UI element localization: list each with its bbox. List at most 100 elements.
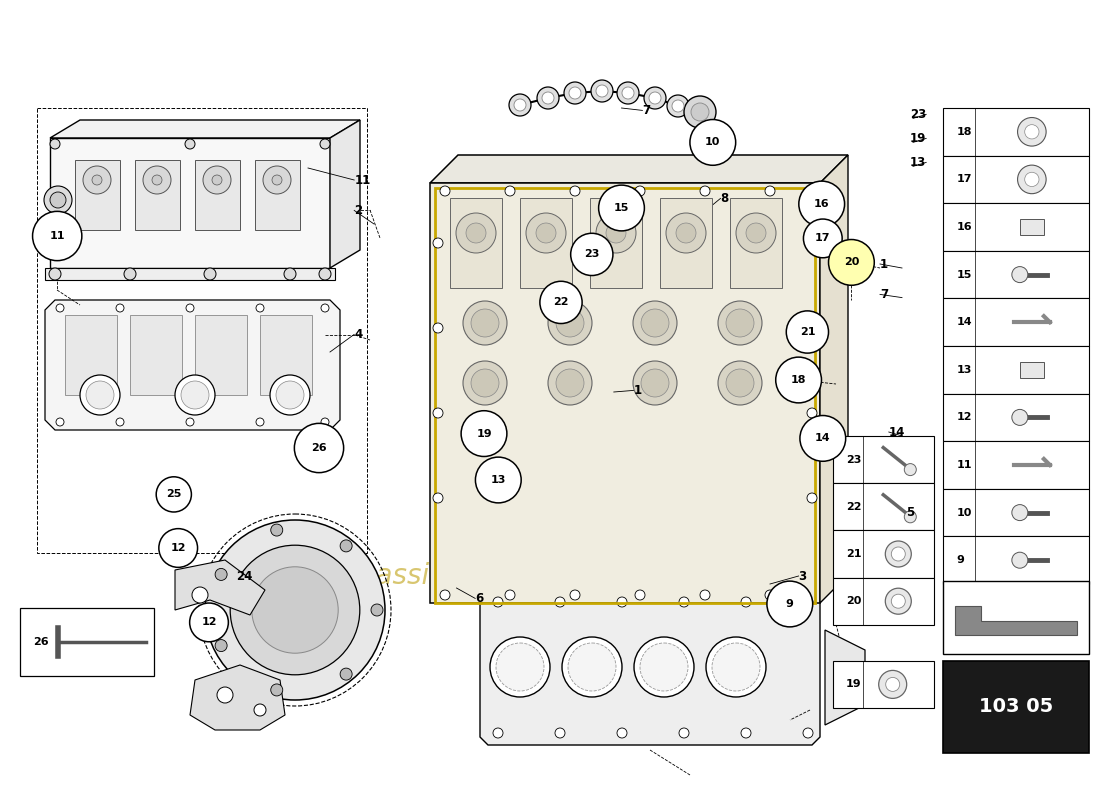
Circle shape <box>617 82 639 104</box>
Circle shape <box>182 381 209 409</box>
Text: 14: 14 <box>815 434 830 443</box>
Circle shape <box>649 92 661 104</box>
Circle shape <box>526 213 566 253</box>
Text: 5: 5 <box>906 506 915 518</box>
Circle shape <box>204 166 231 194</box>
Text: 18: 18 <box>791 375 806 385</box>
Bar <box>943 581 1089 654</box>
Polygon shape <box>955 606 1077 635</box>
Circle shape <box>216 639 227 651</box>
Circle shape <box>536 223 556 243</box>
Circle shape <box>741 597 751 607</box>
Bar <box>833 530 934 578</box>
Circle shape <box>124 268 136 280</box>
Text: 12: 12 <box>957 413 972 422</box>
Bar <box>943 441 1089 489</box>
Polygon shape <box>330 120 360 268</box>
Bar <box>75 160 120 230</box>
Circle shape <box>807 323 817 333</box>
Circle shape <box>1012 266 1027 282</box>
Circle shape <box>514 99 526 111</box>
Circle shape <box>158 529 198 567</box>
Circle shape <box>886 541 911 567</box>
Circle shape <box>690 119 736 166</box>
Circle shape <box>635 186 645 196</box>
Text: 13: 13 <box>910 156 926 169</box>
Text: 16: 16 <box>814 199 829 209</box>
Circle shape <box>152 175 162 185</box>
Text: 2: 2 <box>354 204 362 217</box>
Circle shape <box>1012 505 1027 521</box>
Bar <box>943 394 1089 441</box>
Circle shape <box>433 408 443 418</box>
Text: 15: 15 <box>614 203 629 213</box>
Bar <box>660 198 712 288</box>
Circle shape <box>189 603 229 642</box>
Circle shape <box>767 581 813 627</box>
Circle shape <box>684 96 716 128</box>
Circle shape <box>185 139 195 149</box>
Circle shape <box>496 643 544 691</box>
Circle shape <box>1018 118 1046 146</box>
Circle shape <box>272 175 282 185</box>
Circle shape <box>320 139 330 149</box>
Bar <box>943 536 1089 584</box>
Text: 23: 23 <box>584 250 600 259</box>
Circle shape <box>736 213 776 253</box>
Text: 11: 11 <box>50 231 65 241</box>
Text: 9: 9 <box>785 599 794 609</box>
Circle shape <box>621 87 634 99</box>
Circle shape <box>562 637 622 697</box>
Circle shape <box>252 566 338 653</box>
Polygon shape <box>50 120 360 138</box>
Text: 21: 21 <box>846 549 861 559</box>
Circle shape <box>569 87 581 99</box>
Circle shape <box>679 728 689 738</box>
Circle shape <box>433 493 443 503</box>
Circle shape <box>1012 410 1027 426</box>
Text: 12: 12 <box>201 618 217 627</box>
Circle shape <box>456 213 496 253</box>
Circle shape <box>564 82 586 104</box>
Text: 10: 10 <box>705 138 720 147</box>
Bar <box>20 608 154 676</box>
Circle shape <box>56 304 64 312</box>
Circle shape <box>644 87 666 109</box>
Circle shape <box>807 238 817 248</box>
Circle shape <box>509 94 531 116</box>
Circle shape <box>904 464 916 475</box>
Circle shape <box>700 590 710 600</box>
Circle shape <box>433 238 443 248</box>
Circle shape <box>463 361 507 405</box>
Polygon shape <box>430 155 848 183</box>
Circle shape <box>632 361 676 405</box>
Polygon shape <box>480 590 820 745</box>
Circle shape <box>50 139 60 149</box>
Text: 13: 13 <box>957 365 972 374</box>
Circle shape <box>217 687 233 703</box>
Polygon shape <box>820 155 848 603</box>
Circle shape <box>192 587 208 603</box>
Circle shape <box>672 100 684 112</box>
Circle shape <box>556 309 584 337</box>
Circle shape <box>904 511 916 523</box>
Circle shape <box>556 728 565 738</box>
Circle shape <box>800 415 846 462</box>
Circle shape <box>556 597 565 607</box>
Text: 25: 25 <box>166 490 182 499</box>
Polygon shape <box>430 183 820 603</box>
Text: 26: 26 <box>311 443 327 453</box>
Circle shape <box>886 588 911 614</box>
Text: 15: 15 <box>957 270 972 279</box>
Circle shape <box>540 282 582 323</box>
Circle shape <box>143 166 170 194</box>
Circle shape <box>886 678 900 691</box>
Text: 6: 6 <box>475 592 484 605</box>
Text: 18: 18 <box>957 126 972 137</box>
Text: 14: 14 <box>957 317 972 327</box>
Circle shape <box>741 728 751 738</box>
Text: 20: 20 <box>844 258 859 267</box>
Circle shape <box>718 361 762 405</box>
Bar <box>195 315 248 395</box>
Circle shape <box>568 643 616 691</box>
